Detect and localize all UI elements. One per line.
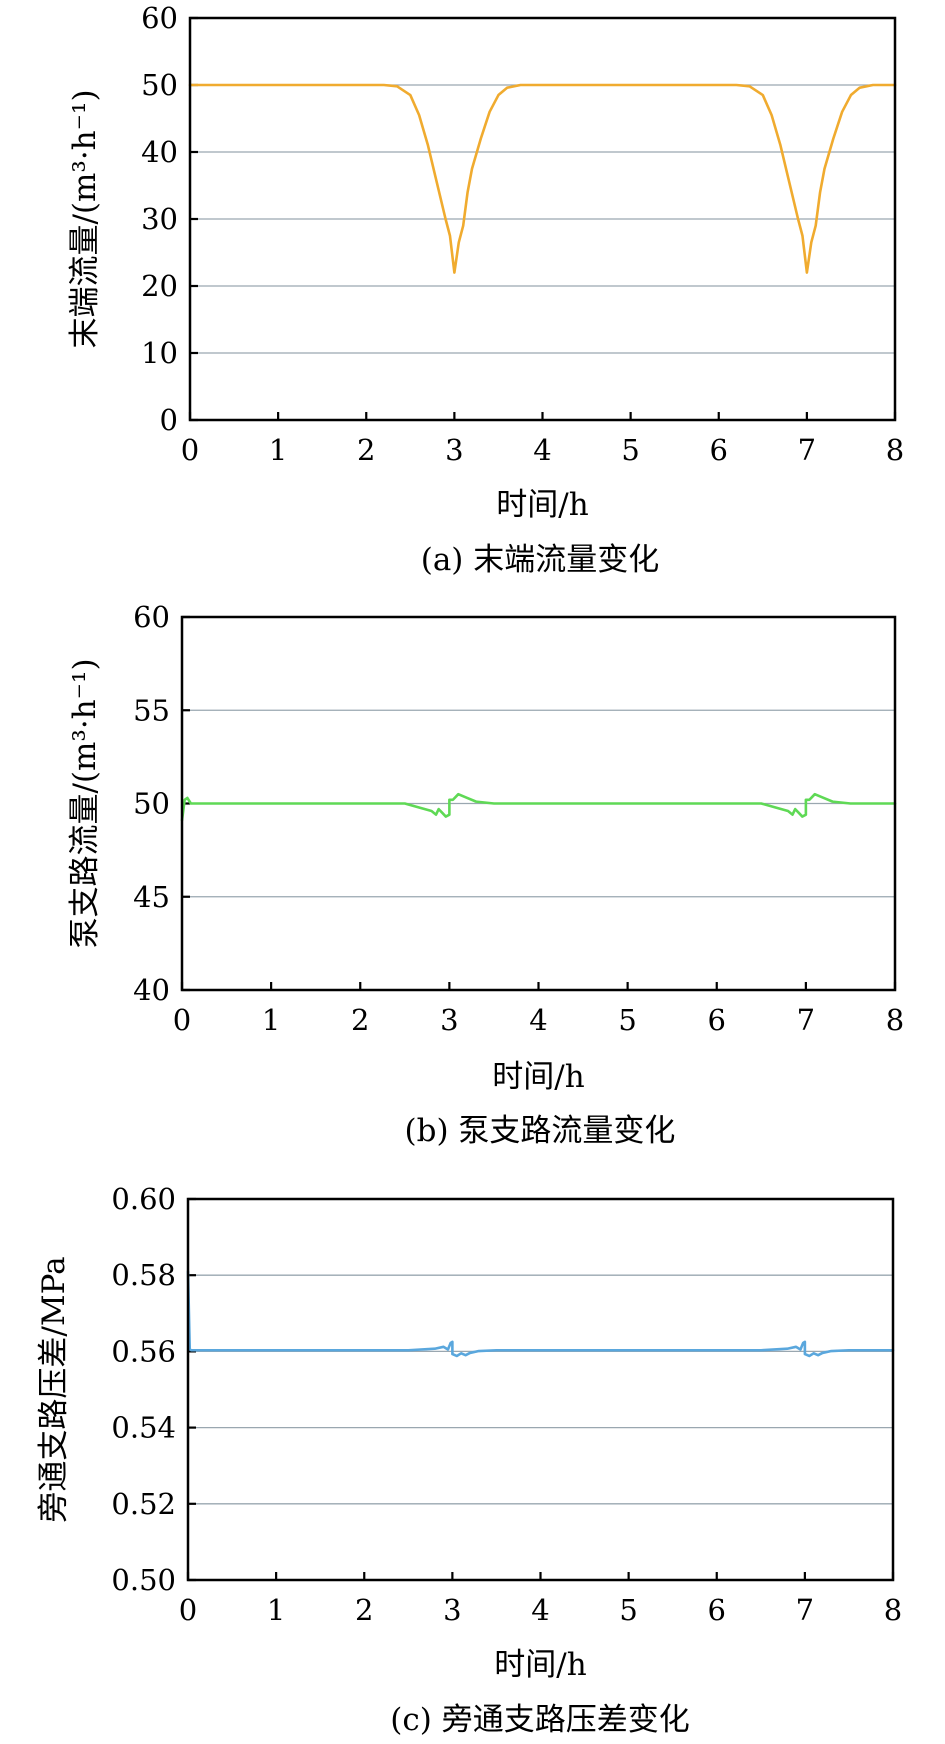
x-tick-label: 4 <box>531 1593 549 1627</box>
chart-panel-2: 0.50 0.52 0.54 0.56 0.58 0.60 0 1 2 3 4 5 6 7 8 时间/h 旁通支… <box>36 1182 902 1738</box>
y-tick-label: 50 <box>141 68 178 102</box>
y-tick-label: 60 <box>141 1 178 35</box>
x-tick-label: 5 <box>618 1003 636 1037</box>
y-tick-label: 20 <box>141 269 178 303</box>
x-tick-label: 1 <box>262 1003 280 1037</box>
y-tick-label: 40 <box>133 973 170 1007</box>
y-axis-label: 旁通支路压差/MPa <box>36 1256 72 1522</box>
x-axis-label: 时间/h <box>494 1647 586 1683</box>
x-tick-label: 2 <box>351 1003 369 1037</box>
x-tick-label: 1 <box>267 1593 285 1627</box>
panel-caption: (b) 泵支路流量变化 <box>405 1113 676 1149</box>
y-tick-label: 60 <box>133 600 170 634</box>
y-tick-label: 0.52 <box>111 1487 176 1521</box>
x-tick-label: 8 <box>886 1003 904 1037</box>
y-tick-label: 0.56 <box>111 1334 176 1368</box>
x-tick-label: 6 <box>710 433 728 467</box>
y-tick-label: 10 <box>141 336 178 370</box>
plot-frame <box>186 1197 895 1582</box>
x-tick-label: 1 <box>269 433 287 467</box>
x-tick-label: 7 <box>797 1003 815 1037</box>
x-tick-label: 0 <box>179 1593 197 1627</box>
x-tick-label: 6 <box>708 1593 726 1627</box>
y-tick-label: 0 <box>160 403 178 437</box>
x-axis-label: 时间/h <box>496 487 588 523</box>
x-axis-label: 时间/h <box>492 1059 584 1095</box>
x-tick-label: 6 <box>708 1003 726 1037</box>
x-tick-label: 3 <box>440 1003 458 1037</box>
x-tick-label: 3 <box>445 433 463 467</box>
x-tick-label: 8 <box>884 1593 902 1627</box>
x-tick-label: 4 <box>529 1003 547 1037</box>
x-tick-label: 7 <box>798 433 816 467</box>
x-tick-label: 0 <box>173 1003 191 1037</box>
y-axis-label: 泵支路流量/(m³·h⁻¹) <box>67 658 103 948</box>
x-tick-label: 5 <box>619 1593 637 1627</box>
chart-panel-0: 0 10 20 30 40 50 60 0 1 2 3 4 5 6 7 8 时间/h 末端流量/(m³·h⁻¹) (… <box>67 1 904 578</box>
y-tick-label: 0.50 <box>111 1563 176 1597</box>
panel-caption: (c) 旁通支路压差变化 <box>390 1702 689 1738</box>
plot-frame <box>188 16 897 422</box>
y-tick-label: 0.58 <box>111 1258 176 1292</box>
panel-caption: (a) 末端流量变化 <box>421 542 660 578</box>
y-tick-label: 50 <box>133 787 170 821</box>
plot-frame <box>180 615 897 992</box>
x-tick-label: 8 <box>886 433 904 467</box>
x-tick-label: 2 <box>355 1593 373 1627</box>
x-tick-label: 3 <box>443 1593 461 1627</box>
y-axis-label: 末端流量/(m³·h⁻¹) <box>67 89 103 348</box>
x-tick-label: 2 <box>357 433 375 467</box>
x-tick-label: 0 <box>181 433 199 467</box>
y-tick-label: 0.54 <box>111 1411 176 1445</box>
series-line-0 <box>180 792 897 822</box>
y-tick-label: 0.60 <box>111 1182 176 1216</box>
y-tick-label: 45 <box>133 880 170 914</box>
x-tick-label: 4 <box>533 433 551 467</box>
y-tick-label: 55 <box>133 693 170 727</box>
x-tick-label: 5 <box>621 433 639 467</box>
y-tick-label: 40 <box>141 135 178 169</box>
x-tick-label: 7 <box>796 1593 814 1627</box>
series-line-0 <box>186 1270 895 1358</box>
series-line-0 <box>188 83 897 274</box>
y-tick-label: 30 <box>141 202 178 236</box>
